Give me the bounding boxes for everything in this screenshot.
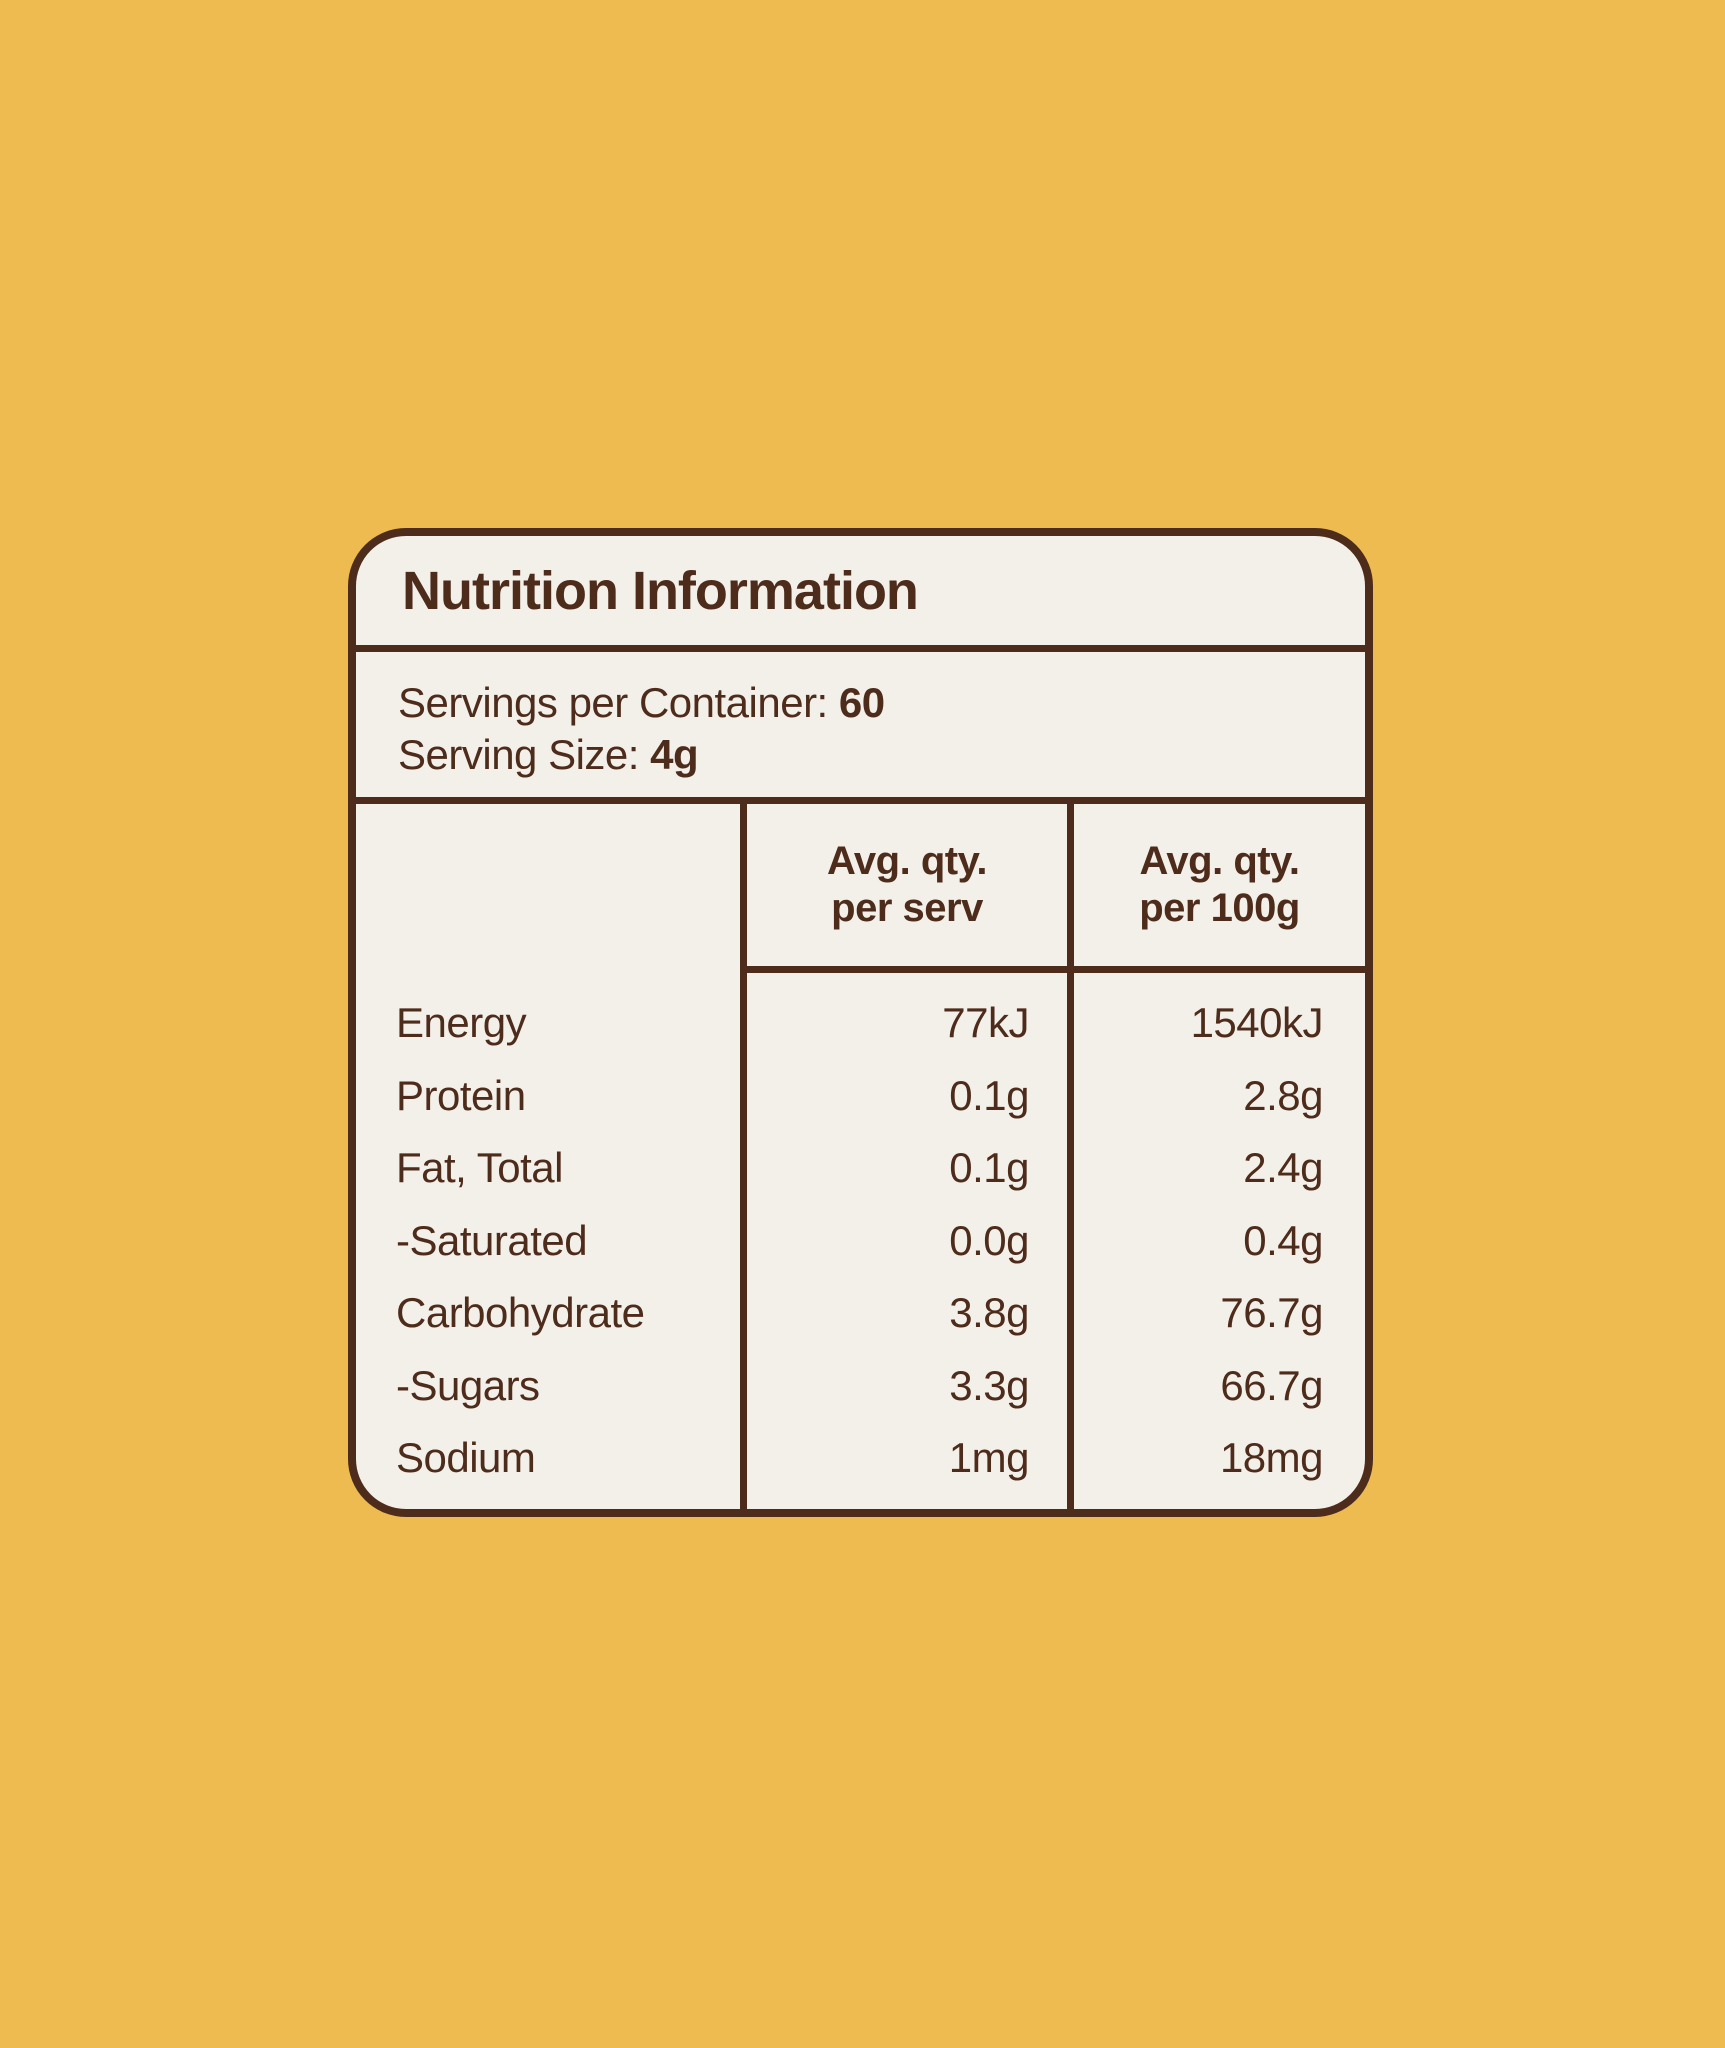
servings-per-container-label: Servings per Container: — [398, 678, 828, 726]
table-header-empty-cell — [356, 804, 740, 973]
table-row-per-100g-value: 18mg — [1219, 1434, 1324, 1482]
table-row-per-100g-value: 2.8g — [1243, 1071, 1323, 1119]
table-row-per-serv-value: 1mg — [948, 1434, 1030, 1482]
table-row-label: Energy — [396, 999, 527, 1047]
table-header-per-100g: Avg. qty. per 100g — [1067, 804, 1365, 973]
nutrition-label-header: Nutrition Information — [356, 536, 1365, 652]
table-row-label: -Sugars — [396, 1361, 540, 1409]
table-row-per-100g-value: 1540kJ — [1190, 999, 1324, 1047]
per-100g-value-column: 1540kJ 2.8g 2.4g 0.4g 76.7g 66.7g 18mg — [1067, 973, 1365, 1509]
nutrition-table: Avg. qty. per serv Avg. qty. per 100g En… — [356, 804, 1365, 1509]
nutrition-label-card: Nutrition Information Servings per Conta… — [348, 528, 1373, 1517]
serving-size-value: 4g — [650, 730, 699, 778]
table-row-per-serv-value: 3.3g — [949, 1361, 1029, 1409]
per-100g-header-line1: Avg. qty. — [1139, 839, 1300, 883]
table-row-per-100g-value: 2.4g — [1243, 1144, 1323, 1192]
table-row-per-100g-value: 0.4g — [1243, 1216, 1323, 1264]
table-row-label: Protein — [396, 1071, 526, 1119]
servings-per-container-line: Servings per Container: 60 — [398, 677, 1365, 729]
per-serv-header-line1: Avg. qty. — [827, 839, 987, 883]
table-header-per-serv: Avg. qty. per serv — [740, 804, 1067, 973]
table-row-per-serv-value: 0.1g — [949, 1144, 1029, 1192]
table-row-per-serv-value: 3.8g — [949, 1289, 1029, 1337]
per-serv-header-line2: per serv — [831, 886, 983, 930]
table-row-per-100g-value: 76.7g — [1220, 1289, 1323, 1337]
servings-per-container-value: 60 — [838, 678, 885, 726]
table-row-label: Sodium — [396, 1434, 536, 1482]
page-title: Nutrition Information — [402, 560, 919, 621]
serving-size-label: Serving Size: — [398, 730, 639, 778]
table-row-per-serv-value: 0.0g — [949, 1216, 1029, 1264]
servings-section: Servings per Container: 60 Serving Size:… — [356, 652, 1365, 804]
table-row-label: Carbohydrate — [396, 1289, 645, 1337]
table-row-per-serv-value: 77kJ — [942, 999, 1029, 1047]
table-row-label: -Saturated — [396, 1216, 588, 1264]
per-serv-value-column: 77kJ 0.1g 0.1g 0.0g 3.8g 3.3g 1mg — [740, 973, 1067, 1509]
per-100g-header-line2: per 100g — [1139, 886, 1300, 930]
table-row-per-100g-value: 66.7g — [1220, 1361, 1323, 1409]
serving-size-line: Serving Size: 4g — [398, 729, 1365, 781]
table-row-per-serv-value: 0.1g — [949, 1071, 1029, 1119]
table-row-label: Fat, Total — [396, 1144, 563, 1192]
nutrient-label-column: Energy Protein Fat, Total -Saturated Car… — [356, 973, 740, 1509]
